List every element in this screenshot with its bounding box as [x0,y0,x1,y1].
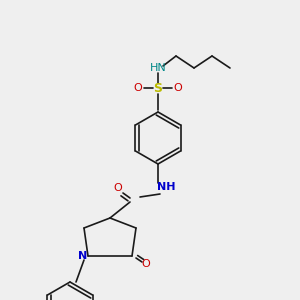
Text: O: O [134,83,142,93]
Text: O: O [174,83,182,93]
Text: O: O [114,183,122,193]
Text: S: S [154,82,163,94]
Text: N: N [78,251,88,261]
Text: O: O [142,259,150,269]
Text: HN: HN [150,63,166,73]
Text: NH: NH [157,182,175,192]
